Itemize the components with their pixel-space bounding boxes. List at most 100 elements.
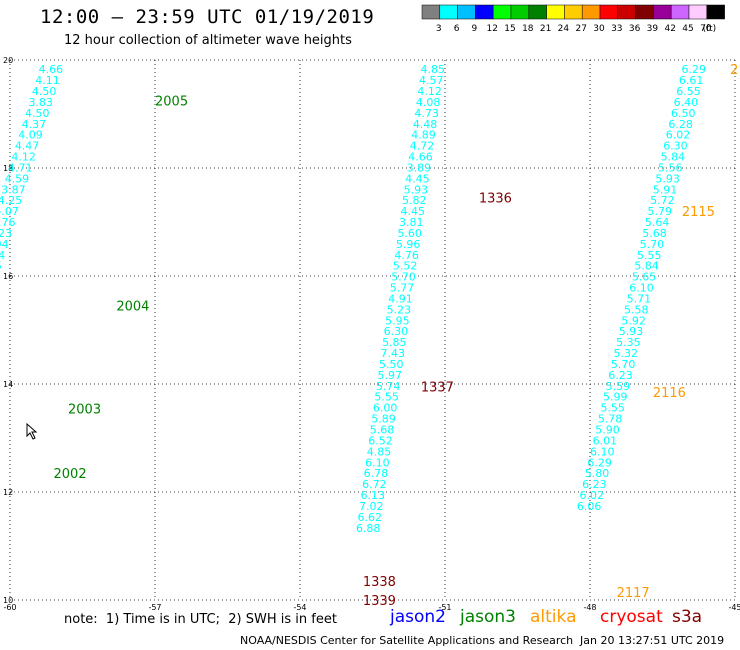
wave-height-value: 4.45 <box>405 172 430 185</box>
pass-time-label: 2003 <box>68 402 101 417</box>
wave-height-value: 5.93 <box>404 183 429 196</box>
wave-height-value: 5.68 <box>642 227 667 240</box>
wave-height-value: 5.82 <box>402 194 427 207</box>
wave-height-value: 3.89 <box>407 161 432 174</box>
wave-height-value: 4.66 <box>39 63 64 76</box>
wave-height-value: 5.23 <box>387 303 412 316</box>
wave-height-value: 6.30 <box>384 325 409 338</box>
wave-height-value: 6.02 <box>580 489 605 502</box>
wave-height-value: 6.61 <box>679 74 704 87</box>
pass-time-label: 2005 <box>155 95 188 110</box>
wave-height-value: 6.62 <box>357 511 382 524</box>
wave-height-value: 4.50 <box>32 85 57 98</box>
pass-time-label: 1339 <box>363 594 396 609</box>
wave-height-value: 5.50 <box>379 358 404 371</box>
wave-height-value: 5.55 <box>637 249 662 262</box>
wave-height-value: 5.68 <box>370 424 395 437</box>
legend-tick-label: 18 <box>522 24 534 34</box>
wave-height-value: 4.72 <box>410 140 435 153</box>
wave-height-value: 6.78 <box>364 467 389 480</box>
wave-height-value: 6.29 <box>682 63 707 76</box>
y-tick-label: 12 <box>3 488 13 497</box>
satellite-s3a: s3a <box>672 607 703 627</box>
legend-tick-label: 36 <box>629 24 641 34</box>
map-grid <box>9 59 736 601</box>
wave-height-value: 4.73 <box>414 107 439 120</box>
wave-height-value: 4.12 <box>11 151 36 164</box>
wave-height-value: 5.55 <box>600 402 625 415</box>
footer-credit: NOAA/NESDIS Center for Satellite Applica… <box>240 634 574 647</box>
legend-tick-label: 33 <box>611 24 622 34</box>
pass-time-label: 2115 <box>682 205 715 220</box>
wave-height-value: 4.71 <box>8 161 33 174</box>
x-tick-label: -57 <box>148 603 161 612</box>
wave-height-value: 5.64 <box>645 216 670 229</box>
wave-height-value: 5.84 <box>661 151 686 164</box>
x-tick-label: -48 <box>583 603 596 612</box>
wave-height-value: 5.05 <box>0 260 2 273</box>
wave-height-value: 5.56 <box>658 161 683 174</box>
wave-height-value: 5.70 <box>611 358 636 371</box>
wave-height-value: 4.09 <box>18 129 43 142</box>
mouse-cursor-icon <box>26 422 38 440</box>
wave-height-value: 5.55 <box>374 391 399 404</box>
wave-height-value: 4.76 <box>0 216 15 229</box>
wave-height-value: 6.50 <box>671 107 696 120</box>
wave-height-value: 6.06 <box>577 500 602 513</box>
wave-height-value: 6.01 <box>593 434 618 447</box>
wave-height-value: 5.70 <box>391 271 416 284</box>
wave-height-value: 7.43 <box>381 347 406 360</box>
wave-height-value: 5.84 <box>634 260 659 273</box>
wave-height-value: 5.78 <box>598 413 623 426</box>
x-tick-label: -60 <box>3 603 16 612</box>
wave-height-value: 5.71 <box>627 292 652 305</box>
wave-height-value: 6.10 <box>365 456 390 469</box>
legend-tick-label: 9 <box>472 24 478 34</box>
wave-height-value: 4.66 <box>408 151 433 164</box>
wave-height-value: 3.87 <box>1 183 26 196</box>
legend-tick-label: 3 <box>436 24 442 34</box>
legend-tick-label: 6 <box>454 24 460 34</box>
wave-height-value: 4.48 <box>413 118 438 131</box>
legend-tick-label: 30 <box>593 24 605 34</box>
wave-height-value: 4.76 <box>394 249 419 262</box>
page-title: 12:00 – 23:59 UTC 01/19/2019 <box>40 6 375 28</box>
wave-height-value: 5.77 <box>390 282 415 295</box>
wave-height-value: 5.97 <box>377 369 402 382</box>
wave-height-value: 6.88 <box>356 522 381 535</box>
satellite-altika: altika <box>530 607 577 627</box>
wave-height-value: 6.23 <box>582 478 607 491</box>
wave-height-value: 6.72 <box>362 478 387 491</box>
wave-height-value: 5.65 <box>632 271 657 284</box>
footnote: note: 1) Time is in UTC; 2) SWH is in fe… <box>64 612 337 627</box>
wave-height-value: 5.59 <box>606 380 631 393</box>
color-legend: 3 6 9 12 15 18 21 24 27 30 33 36 39 42 45 70(ft) <box>421 4 725 34</box>
wave-height-value: 6.00 <box>373 402 398 415</box>
wave-height-value: 6.40 <box>674 96 699 109</box>
wave-height-value: 5.07 <box>0 205 19 218</box>
satellite-jason3: jason3 <box>460 607 516 627</box>
wave-height-value: 6.28 <box>668 118 693 131</box>
wave-height-value: 5.60 <box>397 227 422 240</box>
wave-height-value: 5.93 <box>619 325 644 338</box>
wave-height-value: 6.10 <box>590 445 615 458</box>
y-tick-label: 18 <box>3 164 13 173</box>
wave-height-value: 4.45 <box>401 205 426 218</box>
wave-height-value: 3.81 <box>399 216 424 229</box>
wave-height-value: 5.32 <box>614 347 639 360</box>
wave-height-value: 4.91 <box>388 292 413 305</box>
satellite-jason2: jason2 <box>390 607 446 627</box>
wave-height-value: 5.35 <box>616 336 641 349</box>
legend-tick-label: 42 <box>664 24 675 34</box>
wave-height-value: 5.52 <box>393 260 418 273</box>
legend-tick-label: 21 <box>540 24 551 34</box>
wave-height-value: 4.59 <box>5 172 30 185</box>
wave-height-value: 6.13 <box>361 489 386 502</box>
wave-height-value: 5.99 <box>603 391 628 404</box>
wave-height-value: 5.93 <box>655 172 680 185</box>
legend-tick-label: 70 <box>700 24 712 34</box>
legend-tick-label: 12 <box>486 24 497 34</box>
legend-tick-label: 45 <box>682 24 693 34</box>
wave-height-value: 5.95 <box>385 314 410 327</box>
